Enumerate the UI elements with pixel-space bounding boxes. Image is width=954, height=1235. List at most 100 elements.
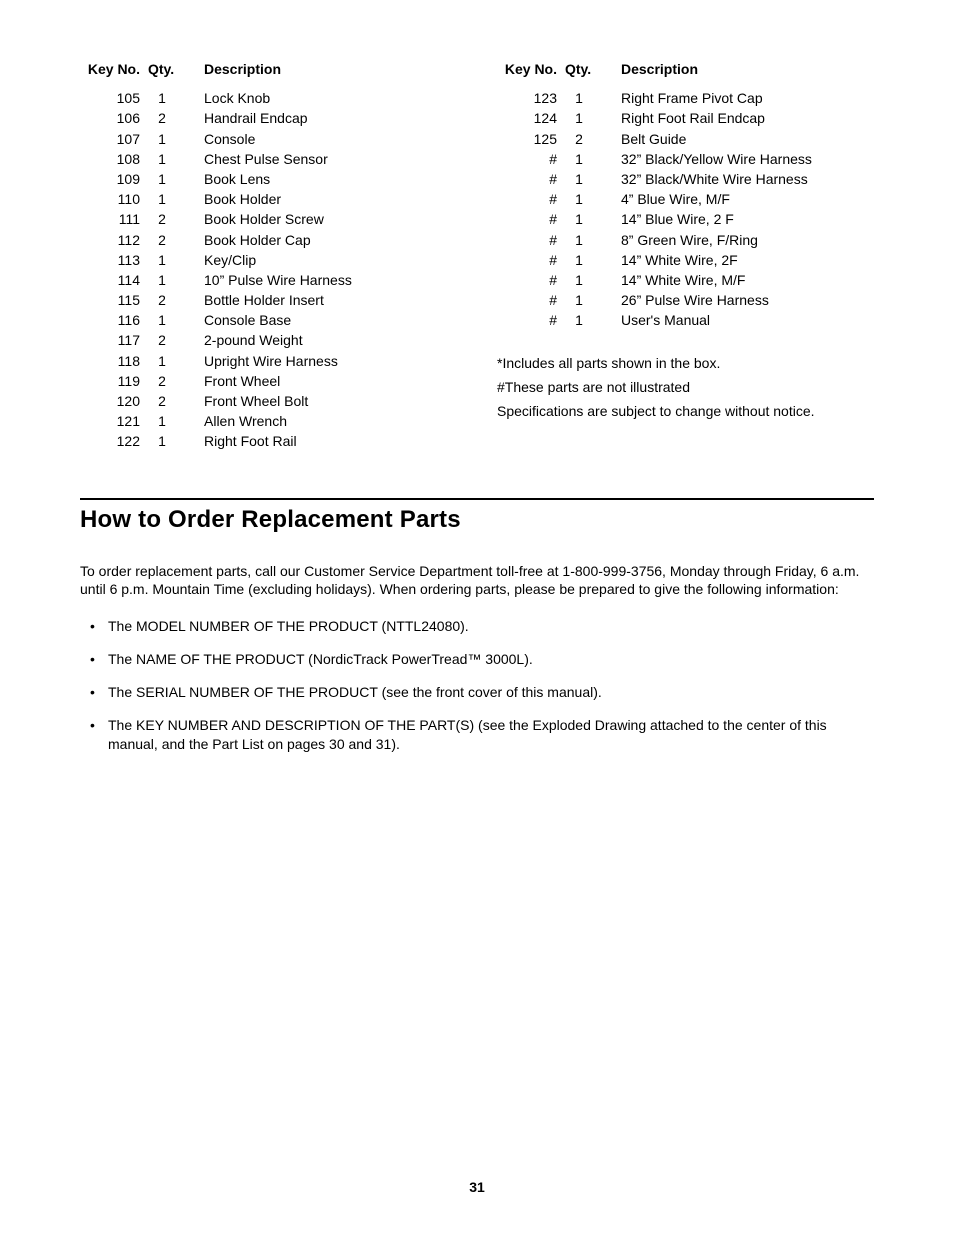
cell-key: 120 (80, 391, 144, 411)
cell-key: 125 (497, 129, 561, 149)
cell-desc: 32” Black/Yellow Wire Harness (597, 149, 816, 169)
table-row: #18” Green Wire, F/Ring (497, 230, 816, 250)
cell-qty: 1 (561, 230, 597, 250)
table-row: #132” Black/Yellow Wire Harness (497, 149, 816, 169)
cell-qty: 1 (561, 209, 597, 229)
cell-qty: 1 (144, 411, 180, 431)
cell-key: # (497, 209, 561, 229)
cell-qty: 1 (144, 189, 180, 209)
cell-qty: 2 (144, 330, 180, 350)
cell-key: 122 (80, 431, 144, 451)
table-row: 1112Book Holder Screw (80, 209, 356, 229)
cell-desc: 26” Pulse Wire Harness (597, 290, 816, 310)
col-header-qty: Qty. (144, 60, 180, 88)
section-title: How to Order Replacement Parts (80, 506, 874, 534)
cell-desc: Upright Wire Harness (180, 351, 356, 371)
cell-qty: 1 (144, 169, 180, 189)
table-row: 1211Allen Wrench (80, 411, 356, 431)
cell-qty: 2 (144, 108, 180, 128)
cell-qty: 1 (561, 189, 597, 209)
cell-qty: 2 (144, 391, 180, 411)
cell-key: 105 (80, 88, 144, 108)
cell-desc: 8” Green Wire, F/Ring (597, 230, 816, 250)
cell-key: 109 (80, 169, 144, 189)
cell-desc: Book Lens (180, 169, 356, 189)
cell-key: 108 (80, 149, 144, 169)
table-row: 1071Console (80, 129, 356, 149)
table-row: 1181Upright Wire Harness (80, 351, 356, 371)
table-row: 1202Front Wheel Bolt (80, 391, 356, 411)
cell-qty: 1 (144, 88, 180, 108)
cell-key: 113 (80, 250, 144, 270)
page-number: 31 (0, 1179, 954, 1195)
cell-key: 123 (497, 88, 561, 108)
table-row: 11722-pound Weight (80, 330, 356, 350)
col-header-qty: Qty. (561, 60, 597, 88)
table-row: #114” White Wire, M/F (497, 270, 816, 290)
cell-qty: 1 (561, 250, 597, 270)
left-column: Key No. Qty. Description 1051Lock Knob10… (80, 60, 457, 452)
list-item: The MODEL NUMBER OF THE PRODUCT (NTTL240… (80, 617, 874, 636)
cell-desc: Console Base (180, 310, 356, 330)
cell-qty: 1 (144, 431, 180, 451)
table-row: 1051Lock Knob (80, 88, 356, 108)
cell-key: # (497, 169, 561, 189)
list-item: The KEY NUMBER AND DESCRIPTION OF THE PA… (80, 716, 874, 754)
col-header-desc: Description (597, 60, 816, 88)
parts-columns: Key No. Qty. Description 1051Lock Knob10… (80, 60, 874, 452)
cell-key: 117 (80, 330, 144, 350)
page: Key No. Qty. Description 1051Lock Knob10… (0, 0, 954, 1235)
note-line: #These parts are not illustrated (497, 376, 874, 400)
cell-key: # (497, 310, 561, 330)
cell-qty: 2 (144, 290, 180, 310)
cell-qty: 2 (144, 230, 180, 250)
cell-key: 116 (80, 310, 144, 330)
table-row: 1152Bottle Holder Insert (80, 290, 356, 310)
cell-desc: 2-pound Weight (180, 330, 356, 350)
cell-desc: 14” Blue Wire, 2 F (597, 209, 816, 229)
cell-desc: Front Wheel Bolt (180, 391, 356, 411)
cell-qty: 1 (561, 310, 597, 330)
cell-desc: Right Foot Rail (180, 431, 356, 451)
cell-desc: 4” Blue Wire, M/F (597, 189, 816, 209)
cell-key: # (497, 290, 561, 310)
cell-desc: 14” White Wire, M/F (597, 270, 816, 290)
section-divider (80, 498, 874, 500)
cell-desc: Chest Pulse Sensor (180, 149, 356, 169)
cell-key: # (497, 149, 561, 169)
intro-paragraph: To order replacement parts, call our Cus… (80, 562, 874, 600)
cell-key: 111 (80, 209, 144, 229)
cell-desc: Book Holder Screw (180, 209, 356, 229)
cell-desc: Right Frame Pivot Cap (597, 88, 816, 108)
table-row: #14” Blue Wire, M/F (497, 189, 816, 209)
table-row: 1192Front Wheel (80, 371, 356, 391)
notes-block: *Includes all parts shown in the box. #T… (497, 352, 874, 423)
table-row: 1091Book Lens (80, 169, 356, 189)
cell-qty: 2 (561, 129, 597, 149)
cell-key: 114 (80, 270, 144, 290)
list-item: The SERIAL NUMBER OF THE PRODUCT (see th… (80, 683, 874, 702)
cell-desc: Allen Wrench (180, 411, 356, 431)
table-row: 1161Console Base (80, 310, 356, 330)
cell-desc: Book Holder (180, 189, 356, 209)
cell-desc: Bottle Holder Insert (180, 290, 356, 310)
cell-qty: 1 (561, 88, 597, 108)
table-row: 1252Belt Guide (497, 129, 816, 149)
cell-key: 119 (80, 371, 144, 391)
cell-key: # (497, 250, 561, 270)
table-row: #114” Blue Wire, 2 F (497, 209, 816, 229)
cell-desc: Right Foot Rail Endcap (597, 108, 816, 128)
cell-desc: 10” Pulse Wire Harness (180, 270, 356, 290)
table-row: 114110” Pulse Wire Harness (80, 270, 356, 290)
cell-key: 110 (80, 189, 144, 209)
cell-key: 106 (80, 108, 144, 128)
cell-key: # (497, 270, 561, 290)
cell-qty: 1 (144, 149, 180, 169)
cell-desc: User's Manual (597, 310, 816, 330)
cell-desc: Console (180, 129, 356, 149)
list-item: The NAME OF THE PRODUCT (NordicTrack Pow… (80, 650, 874, 669)
cell-desc: 14” White Wire, 2F (597, 250, 816, 270)
table-row: 1131Key/Clip (80, 250, 356, 270)
cell-desc: Front Wheel (180, 371, 356, 391)
cell-desc: Handrail Endcap (180, 108, 356, 128)
